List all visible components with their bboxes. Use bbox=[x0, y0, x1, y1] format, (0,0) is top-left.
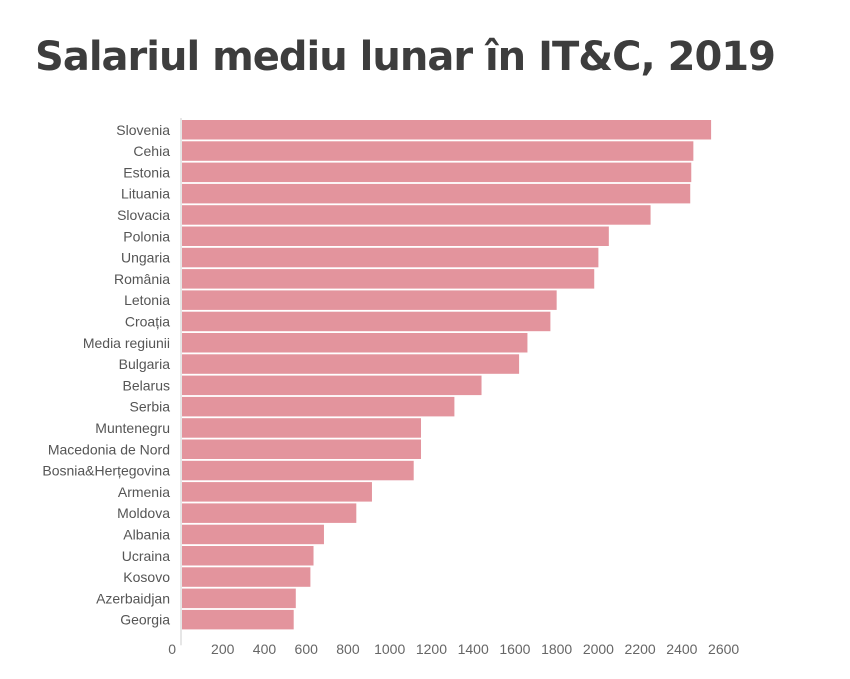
bar-polonia bbox=[182, 226, 609, 246]
category-label: Georgia bbox=[120, 612, 170, 628]
x-tick-label: 1600 bbox=[499, 641, 530, 657]
bar-slovacia bbox=[182, 205, 651, 225]
category-label: Belarus bbox=[123, 377, 170, 393]
chart-title: Salariul mediu lunar în IT&C, 2019 bbox=[35, 34, 776, 80]
x-tick-label: 2200 bbox=[625, 641, 656, 657]
bar-ucraina bbox=[182, 546, 314, 566]
x-tick-label: 200 bbox=[211, 641, 235, 657]
bar-belarus bbox=[182, 375, 482, 396]
x-tick-label: 1400 bbox=[458, 641, 489, 657]
category-label: Bulgaria bbox=[119, 356, 171, 372]
bar-bosnia-her-egovina bbox=[182, 460, 414, 481]
bar-rom-nia bbox=[182, 269, 595, 289]
x-tick-label: 400 bbox=[253, 641, 277, 657]
category-label: Macedonia de Nord bbox=[48, 441, 170, 457]
category-label: Ucraina bbox=[122, 548, 170, 564]
x-tick-label: 600 bbox=[295, 641, 319, 657]
x-tick-label: 800 bbox=[336, 641, 360, 657]
x-tick-label: 1800 bbox=[541, 641, 572, 657]
x-tick-label: 2000 bbox=[583, 641, 614, 657]
bar-georgia bbox=[182, 609, 294, 630]
category-label: Cehia bbox=[133, 143, 170, 159]
bar-ungaria bbox=[182, 247, 599, 268]
bar-slovenia bbox=[182, 120, 712, 140]
category-label: Ungaria bbox=[121, 250, 170, 266]
bar-letonia bbox=[182, 290, 557, 310]
bar-azerbaidjan bbox=[182, 588, 296, 609]
category-label: Lituania bbox=[121, 186, 170, 202]
category-label: Serbia bbox=[130, 399, 171, 415]
category-label: Bosnia&Herțegovina bbox=[42, 463, 170, 479]
bar-muntenegru bbox=[182, 418, 422, 438]
category-label: Armenia bbox=[118, 484, 170, 500]
bar-croa-ia bbox=[182, 311, 551, 332]
x-tick-label: 1200 bbox=[416, 641, 447, 657]
x-tick-label: 2600 bbox=[708, 641, 739, 657]
category-label: Moldova bbox=[117, 505, 170, 521]
category-label: Media regiunii bbox=[83, 335, 170, 351]
x-tick-label: 0 bbox=[168, 641, 176, 657]
bar-serbia bbox=[182, 396, 455, 417]
bars-group bbox=[182, 120, 712, 630]
bar-kosovo bbox=[182, 567, 311, 587]
bar-cehia bbox=[182, 141, 694, 161]
bar-macedonia-de-nord bbox=[182, 439, 422, 459]
bar-bulgaria bbox=[182, 354, 520, 374]
category-label: Estonia bbox=[123, 164, 170, 180]
category-labels: Slovenia Cehia Estonia Lituania Slovacia Polo… bbox=[42, 122, 170, 628]
category-label: România bbox=[114, 271, 170, 287]
x-tick-label: 1000 bbox=[374, 641, 405, 657]
category-label: Slovacia bbox=[117, 207, 170, 223]
bar-albania bbox=[182, 524, 324, 545]
category-label: Polonia bbox=[123, 228, 170, 244]
category-label: Albania bbox=[123, 526, 170, 542]
bar-lituania bbox=[182, 183, 691, 204]
x-tick-labels: 0 200 400 600 800 1000 1200 1400 1600 1800 2000 220… bbox=[168, 641, 739, 657]
category-label: Slovenia bbox=[116, 122, 170, 138]
category-label: Kosovo bbox=[123, 569, 170, 585]
category-label: Muntenegru bbox=[95, 420, 170, 436]
bar-moldova bbox=[182, 503, 357, 523]
category-label: Croația bbox=[125, 313, 170, 329]
bar-media-regiunii bbox=[182, 333, 528, 353]
bar-estonia bbox=[182, 162, 692, 183]
bar-armenia bbox=[182, 482, 372, 502]
category-label: Azerbaidjan bbox=[96, 590, 170, 606]
category-label: Letonia bbox=[124, 292, 170, 308]
x-tick-label: 2400 bbox=[666, 641, 697, 657]
